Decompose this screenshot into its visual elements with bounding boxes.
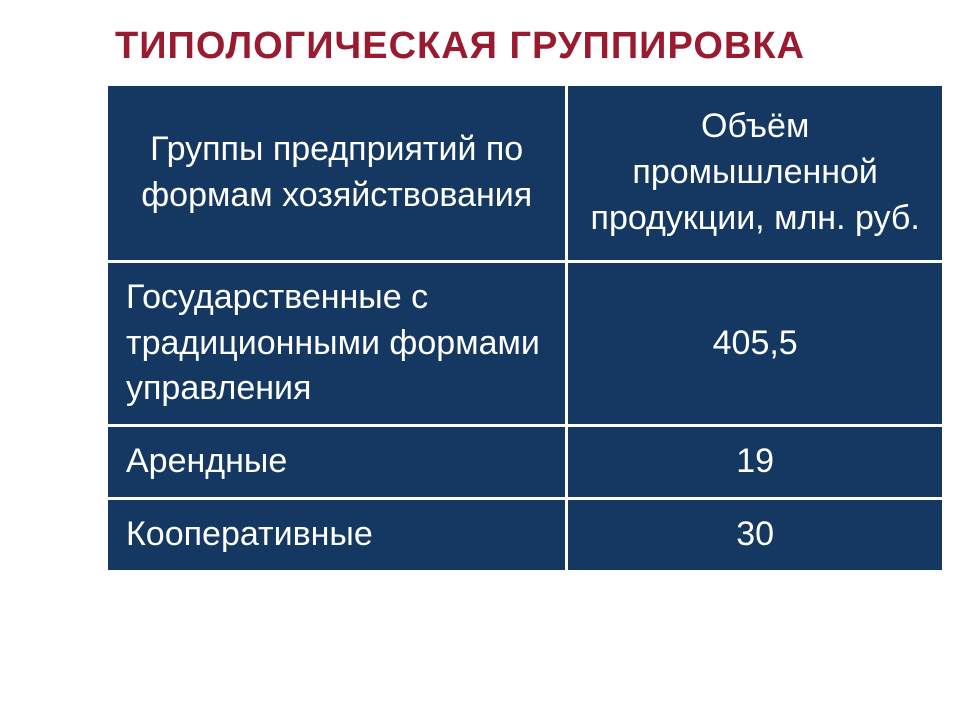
- row-value: 30: [567, 499, 944, 572]
- table-row: Арендные 19: [107, 426, 944, 499]
- table-row: Государственные с традиционными формами …: [107, 261, 944, 426]
- row-value: 405,5: [567, 261, 944, 426]
- row-label: Кооперативные: [107, 499, 567, 572]
- header-cell-value: Объём промышленной продукции, млн. руб.: [567, 85, 944, 262]
- row-value: 19: [567, 426, 944, 499]
- row-label: Арендные: [107, 426, 567, 499]
- page-title: ТИПОЛОГИЧЕСКАЯ ГРУППИРОВКА: [0, 0, 960, 83]
- table-container: Группы предприятий по формам хозяйствова…: [105, 83, 945, 573]
- table-header-row: Группы предприятий по формам хозяйствова…: [107, 85, 944, 262]
- table-row: Кооперативные 30: [107, 499, 944, 572]
- data-table: Группы предприятий по формам хозяйствова…: [105, 83, 945, 573]
- header-cell-label: Группы предприятий по формам хозяйствова…: [107, 85, 567, 262]
- row-label: Государственные с традиционными формами …: [107, 261, 567, 426]
